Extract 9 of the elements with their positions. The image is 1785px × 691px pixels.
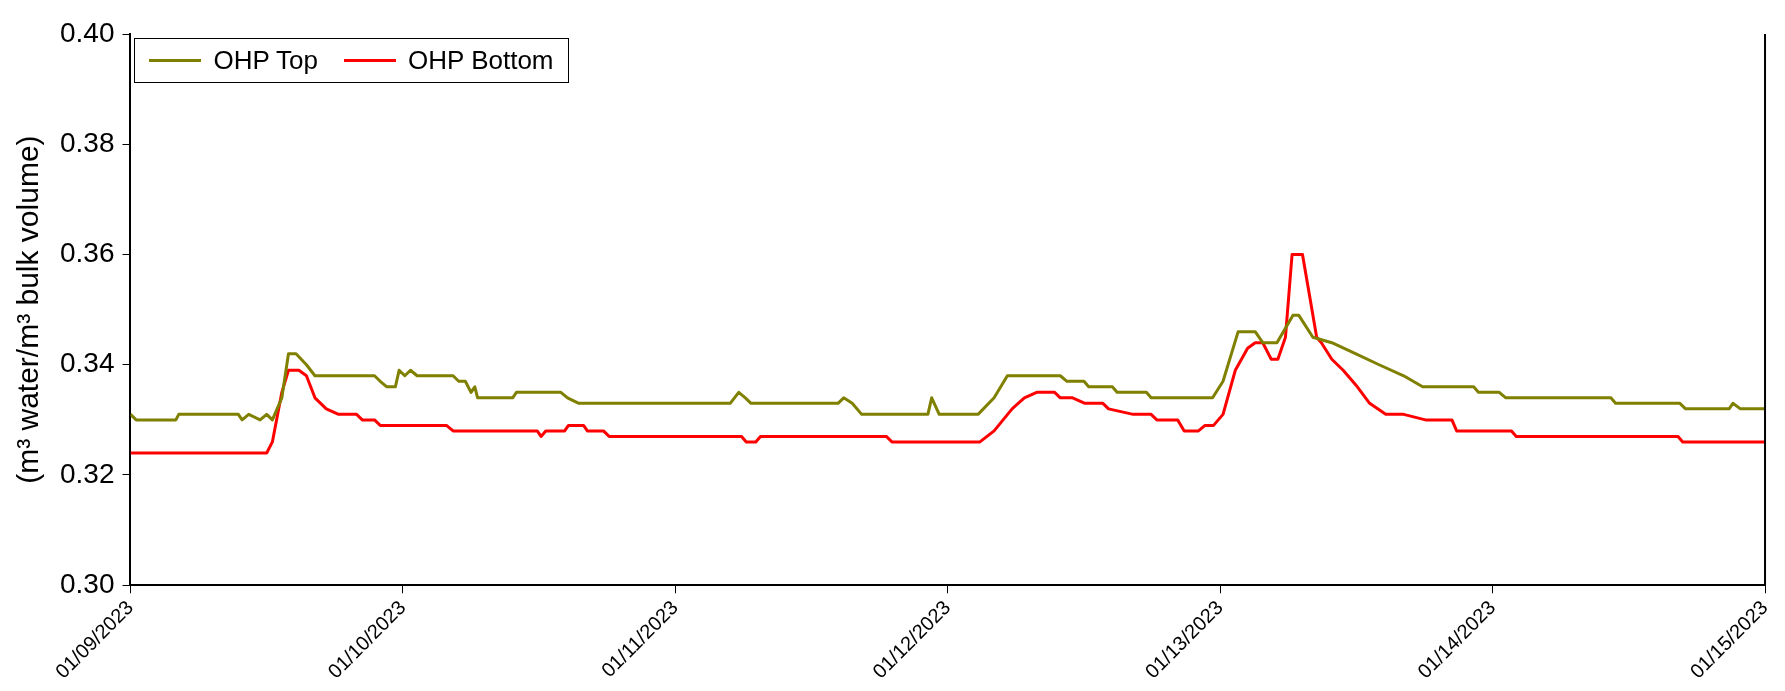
y-axis-title: (m³ water/m³ bulk volume) xyxy=(11,135,45,484)
legend-label: OHP Top xyxy=(213,45,319,76)
y-tick-label: 0.38 xyxy=(60,126,115,158)
y-tick-label: 0.40 xyxy=(60,16,115,48)
legend-label: OHP Bottom xyxy=(408,45,554,76)
y-tick-label: 0.32 xyxy=(60,457,115,489)
y-tick-label: 0.34 xyxy=(60,347,115,379)
y-tick-label: 0.36 xyxy=(60,237,115,269)
y-tick-label: 0.30 xyxy=(60,567,115,599)
